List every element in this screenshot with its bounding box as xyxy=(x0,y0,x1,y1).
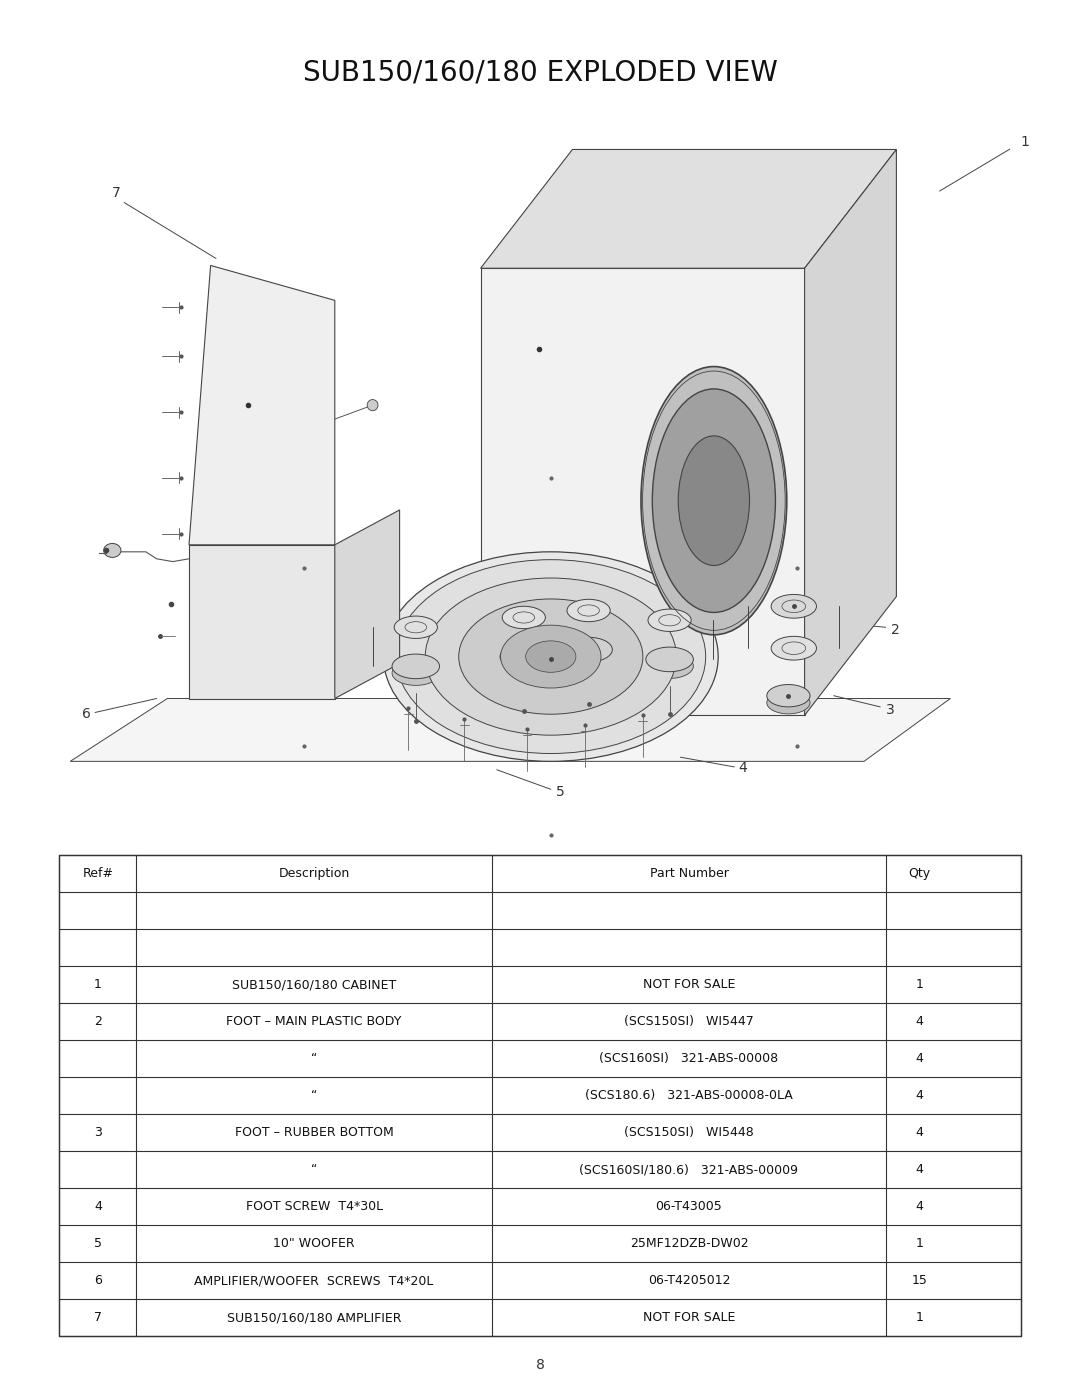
Ellipse shape xyxy=(646,654,693,679)
Text: “: “ xyxy=(311,1052,318,1065)
Ellipse shape xyxy=(383,552,718,761)
Text: 4: 4 xyxy=(916,1016,923,1028)
Text: (SCS160SI/180.6)   321-ABS-00009: (SCS160SI/180.6) 321-ABS-00009 xyxy=(580,1164,798,1176)
Text: 3: 3 xyxy=(886,703,894,717)
Ellipse shape xyxy=(567,599,610,622)
Text: FOOT – MAIN PLASTIC BODY: FOOT – MAIN PLASTIC BODY xyxy=(227,1016,402,1028)
Ellipse shape xyxy=(652,388,775,612)
Ellipse shape xyxy=(648,609,691,631)
Text: FOOT – RUBBER BOTTOM: FOOT – RUBBER BOTTOM xyxy=(234,1126,393,1139)
Text: 2: 2 xyxy=(891,623,900,637)
Text: 4: 4 xyxy=(916,1200,923,1213)
Text: “: “ xyxy=(311,1164,318,1176)
Text: 10" WOOFER: 10" WOOFER xyxy=(273,1238,355,1250)
Text: 5: 5 xyxy=(94,1238,102,1250)
Text: 6: 6 xyxy=(94,1274,102,1287)
Ellipse shape xyxy=(392,654,440,679)
Text: Ref#: Ref# xyxy=(82,868,113,880)
Ellipse shape xyxy=(104,543,121,557)
Text: 8: 8 xyxy=(536,1358,544,1372)
Text: FOOT SCREW  T4*30L: FOOT SCREW T4*30L xyxy=(245,1200,382,1213)
Ellipse shape xyxy=(565,644,612,669)
Polygon shape xyxy=(335,510,400,698)
Text: 1: 1 xyxy=(1021,136,1029,149)
Ellipse shape xyxy=(500,626,600,689)
Text: 4: 4 xyxy=(916,1164,923,1176)
Ellipse shape xyxy=(502,606,545,629)
Text: NOT FOR SALE: NOT FOR SALE xyxy=(643,978,735,990)
Polygon shape xyxy=(189,265,335,545)
Ellipse shape xyxy=(396,560,705,753)
Text: 25MF12DZB-DW02: 25MF12DZB-DW02 xyxy=(630,1238,748,1250)
Ellipse shape xyxy=(767,692,810,714)
Ellipse shape xyxy=(500,644,548,669)
Text: 06-T4205012: 06-T4205012 xyxy=(648,1274,730,1287)
Ellipse shape xyxy=(678,436,750,566)
Ellipse shape xyxy=(646,647,693,672)
Text: 4: 4 xyxy=(94,1200,102,1213)
Text: 4: 4 xyxy=(916,1052,923,1065)
Polygon shape xyxy=(70,698,950,761)
Ellipse shape xyxy=(526,641,576,672)
Text: 4: 4 xyxy=(916,1090,923,1102)
Text: SUB150/160/180 EXPLODED VIEW: SUB150/160/180 EXPLODED VIEW xyxy=(302,59,778,87)
Text: 06-T43005: 06-T43005 xyxy=(656,1200,723,1213)
Ellipse shape xyxy=(771,637,816,661)
Text: AMPLIFIER/WOOFER  SCREWS  T4*20L: AMPLIFIER/WOOFER SCREWS T4*20L xyxy=(194,1274,434,1287)
Text: 15: 15 xyxy=(912,1274,928,1287)
Text: 2: 2 xyxy=(94,1016,102,1028)
Ellipse shape xyxy=(394,616,437,638)
Text: (SCS160SI)   321-ABS-00008: (SCS160SI) 321-ABS-00008 xyxy=(599,1052,779,1065)
Ellipse shape xyxy=(459,599,643,714)
Ellipse shape xyxy=(771,595,816,617)
Ellipse shape xyxy=(565,637,612,662)
Ellipse shape xyxy=(426,578,676,735)
Ellipse shape xyxy=(767,685,810,707)
Text: 1: 1 xyxy=(916,978,923,990)
Ellipse shape xyxy=(640,366,786,634)
Text: 7: 7 xyxy=(112,186,121,200)
Text: SUB150/160/180 CABINET: SUB150/160/180 CABINET xyxy=(232,978,396,990)
Text: 3: 3 xyxy=(94,1126,102,1139)
Text: 7: 7 xyxy=(94,1312,102,1324)
Text: 6: 6 xyxy=(82,707,91,721)
Text: 4: 4 xyxy=(916,1126,923,1139)
Text: 4: 4 xyxy=(739,761,747,775)
Text: 1: 1 xyxy=(94,978,102,990)
Text: SUB150/160/180 AMPLIFIER: SUB150/160/180 AMPLIFIER xyxy=(227,1312,402,1324)
Polygon shape xyxy=(481,149,896,268)
Polygon shape xyxy=(481,268,805,715)
Text: Qty: Qty xyxy=(908,868,931,880)
Ellipse shape xyxy=(392,661,440,686)
Bar xyxy=(59,855,1021,1336)
Text: “: “ xyxy=(311,1090,318,1102)
Text: 1: 1 xyxy=(916,1238,923,1250)
Text: (SCS150SI)   WI5447: (SCS150SI) WI5447 xyxy=(624,1016,754,1028)
Text: (SCS180.6)   321-ABS-00008-0LA: (SCS180.6) 321-ABS-00008-0LA xyxy=(585,1090,793,1102)
Text: Part Number: Part Number xyxy=(649,868,728,880)
Ellipse shape xyxy=(500,651,548,676)
Text: 5: 5 xyxy=(556,785,565,799)
Polygon shape xyxy=(189,545,335,698)
Text: 1: 1 xyxy=(916,1312,923,1324)
Polygon shape xyxy=(805,149,896,715)
Ellipse shape xyxy=(367,400,378,411)
Text: Description: Description xyxy=(279,868,350,880)
Text: NOT FOR SALE: NOT FOR SALE xyxy=(643,1312,735,1324)
Text: (SCS150SI)   WI5448: (SCS150SI) WI5448 xyxy=(624,1126,754,1139)
